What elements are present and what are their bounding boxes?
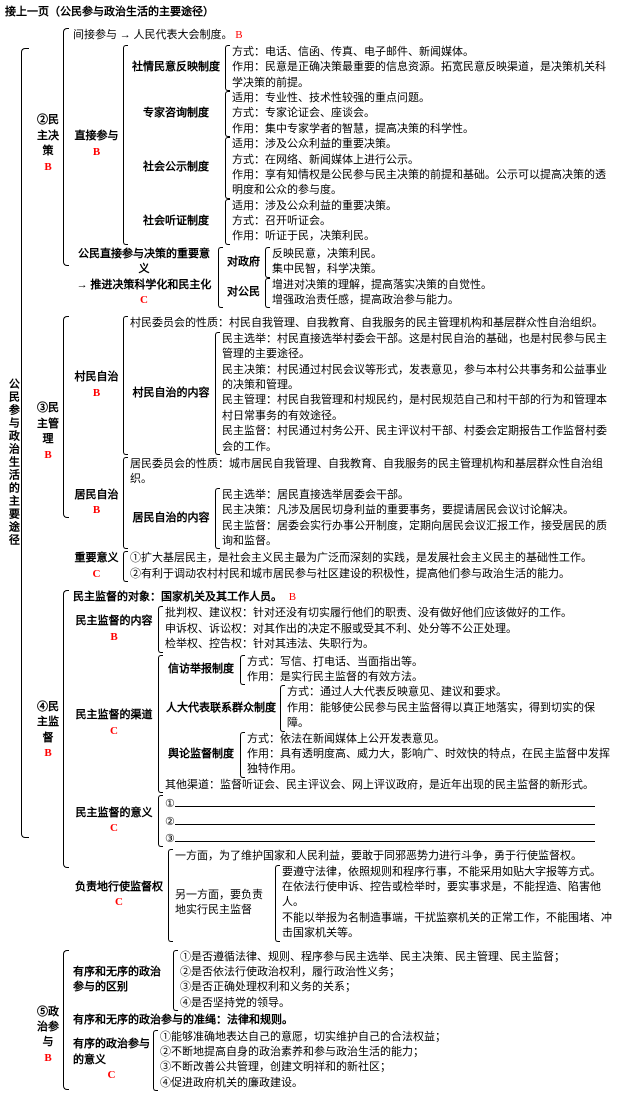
opinion-label: 舆论监督制度 <box>165 732 240 778</box>
npc-label: 人大代表联系群众制度 <box>165 685 280 731</box>
criterion: 有序和无序的政治参与的准绳：法律和规则。 <box>73 1013 613 1028</box>
v-item-3: 民主管理：村民自我管理和村规民约，是村民规范自己和村干部的行为和管理本村日常事务… <box>222 393 613 424</box>
sig-label: 公民直接参与决策的重要意义 → 推进决策科学化和民主化 C <box>73 247 218 309</box>
so-way: 方式：电话、信函、传真、电子邮件、新闻媒体。 <box>232 45 613 60</box>
pub-way: 方式：在网络、新闻媒体上进行公示。 <box>232 153 613 168</box>
resident-nature: 居民委员会的性质：城市居民自我管理、自我教育、自我服务的民主管理机构和基层群众性… <box>130 457 613 488</box>
s3-sig-label: 重要意义 C <box>73 551 123 582</box>
v-item-1: 民主选举：村民直接选举村委会干部。这是村民自治的基础，也是村民参与民主管理的主要… <box>222 332 613 363</box>
s3-sig-1: ①扩大基层民主，是社会主义民主最为广泛而深刻的实践，是发展社会主义民主的基础性工… <box>130 551 613 566</box>
s5-label: ⑤政治参与 B <box>33 1005 63 1067</box>
op-eff: 作用：具有透明度高、威力大，影响广、时效快的特点，在民主监督中发挥独特作用。 <box>247 747 613 778</box>
s4-channels-label: 民主监督的渠道 C <box>73 655 158 794</box>
ex-way: 方式：专家论证会、座谈会。 <box>232 106 613 121</box>
gov-2: 集中民智，科学决策。 <box>272 262 613 277</box>
pub-effect: 作用：享有知情权是公民参与民主决策的前提和基础。公示可以提高决策的透明度和公众的… <box>232 168 613 199</box>
s3-bracket <box>63 316 69 518</box>
to-cit-label: 对公民 <box>225 278 265 309</box>
op-way: 方式：依法在新闻媒体上公开发表意见。 <box>247 732 613 747</box>
cit-2: 增强政治责任感，提高政治参与能力。 <box>272 293 613 308</box>
resp-o-1: 要遵守法律，依照规则和程序行事，不能采用如贴大字报等方式。 <box>282 865 613 880</box>
hr-way: 方式：召开听证会。 <box>232 214 613 229</box>
ord-3: ③是否正确处理权利和义务的关系； <box>180 980 613 995</box>
villager-content-label: 村民自治的内容 <box>130 332 215 455</box>
ord-4: ④是否坚持党的领导。 <box>180 996 613 1011</box>
pet-eff: 作用：是实行民主监督的有效方法。 <box>247 670 613 685</box>
other-channel: 其他渠道：监督听证会、民主评议会、网上评议政府，是近年出现的民主监督的新形式。 <box>165 778 613 793</box>
s5-m-3: ③不断改善公共管理，创建文明祥和的新社区； <box>160 1060 613 1075</box>
resp-o-3: 不能以举报为名制造事端，干扰监察机关的正常工作，不能围堵、冲击国家机关等。 <box>282 911 613 942</box>
villager-nature: 村民委员会的性质：村民自我管理、自我教育、自我服务的民主管理机构和基层群众性自治… <box>130 316 613 331</box>
direct-label: 直接参与 B <box>73 45 123 245</box>
s4-obj: 民主监督的对象：国家机关及其工作人员。 <box>73 590 282 605</box>
gov-1: 反映民意，决策利民。 <box>272 247 613 262</box>
blank-1: ① <box>165 795 613 812</box>
to-gov-label: 对政府 <box>225 247 265 278</box>
s5-bracket <box>63 950 69 1090</box>
pub-apply: 适用：涉及公众利益的重要决策。 <box>232 137 613 152</box>
s4-c-3: 检举权、控告权：针对其违法、失职行为。 <box>165 637 613 652</box>
s4-content-label: 民主监督的内容 B <box>73 606 158 652</box>
npc-way: 方式：通过人大代表反映意见、建议和要求。 <box>287 685 613 700</box>
ex-effect: 作用：集中专家学者的智慧，提高决策的科学性。 <box>232 122 613 137</box>
s5-meaning-label: 有序的政治参与的意义 C <box>73 1030 153 1092</box>
resp-one: 一方面，为了维护国家和人民利益，要敢于同邪恶势力进行斗争，勇于行使监督权。 <box>175 849 613 864</box>
npc-eff: 作用：能够使公民参与民主监督得以真正地落实，得到切实的保障。 <box>287 701 613 732</box>
ord-1: ①是否遵循法律、规则、程序参与民主选举、民主决策、民主管理、民主监督； <box>180 950 613 965</box>
cit-1: 增进对决策的理解，提高落实决策的自觉性。 <box>272 278 613 293</box>
blank-2: ② <box>165 813 613 830</box>
resp-other-label: 另一方面，要负责地实行民主监督 <box>175 865 275 942</box>
villager-label: 村民自治 B <box>73 316 123 455</box>
r-item-1: 民主选举：居民直接选举居委会干部。 <box>222 488 613 503</box>
s4-label: ④民主监督 B <box>33 700 63 762</box>
r-item-3: 民主监督：居委会实行办事公开制度，定期向居民会议汇报工作，接受居民的质询和监督。 <box>222 519 613 550</box>
s2-indirect: 间接参与 → 人民代表大会制度。 B <box>73 28 613 43</box>
page-header: 接上一页（公民参与政治生活的主要途径） <box>5 5 613 20</box>
main-bracket <box>21 48 29 838</box>
v-item-4: 民主监督：村民通过村务公开、民主评议村干部、村委会定期报告工作监督村委会的工作。 <box>222 424 613 455</box>
resident-content-label: 居民自治的内容 <box>130 488 215 550</box>
s3-sig-2: ②有利于调动农村村民和城市居民参与社区建设的积极性，提高他们参与政治生活的能力。 <box>130 567 613 582</box>
s4-bracket <box>63 590 69 868</box>
s4-c-1: 批判权、建议权：针对还没有切实履行他们的职责、没有做好他们应该做好的工作。 <box>165 606 613 621</box>
content-area: ②民主决策 B 间接参与 → 人民代表大会制度。 B 直接参与 B <box>33 28 613 1091</box>
hr-effect: 作用：听证于民，决策利民。 <box>232 229 613 244</box>
publicity-label: 社会公示制度 <box>130 137 225 199</box>
orderly-label: 有序和无序的政治参与的区别 <box>73 950 173 1012</box>
pet-way: 方式：写信、打电话、当面指出等。 <box>247 655 613 670</box>
s3-label: ③民主管理 B <box>33 401 63 463</box>
resp-label: 负责地行使监督权 C <box>73 849 168 941</box>
social-opinion-label: 社情民意反映制度 <box>130 45 225 91</box>
s4-c-2: 申诉权、诉讼权：对其作出的决定不服或受其不利、处分等不公正处理。 <box>165 622 613 637</box>
ord-2: ②是否依法行使政治权利，履行政治性义务； <box>180 965 613 980</box>
s2-bracket <box>63 28 69 266</box>
s4-meaning-label: 民主监督的意义 C <box>73 795 158 847</box>
petition-label: 信访举报制度 <box>165 655 240 686</box>
so-effect: 作用：民意是正确决策最重要的信息资源。拓宽民意反映渠道，是决策机关科学决策的前提… <box>232 60 613 91</box>
r-item-2: 民主决策：凡涉及居民切身利益的重要事务，要提请居民会议讨论解决。 <box>222 503 613 518</box>
v-item-2: 民主决策：村民通过村民会议等形式，发表意见，参与本村公共事务和公益事业的决策和管… <box>222 363 613 394</box>
s5-m-1: ①能够准确地表达自己的意愿，切实维护自己的合法权益； <box>160 1030 613 1045</box>
tree-diagram: 公民参与政治生活的主要途径 ②民主决策 B 间接参与 → 人民代表大会制度。 B <box>5 28 613 1091</box>
ex-apply: 适用：专业性、技术性较强的重点问题。 <box>232 91 613 106</box>
resident-label: 居民自治 B <box>73 457 123 549</box>
s5-m-4: ④促进政府机关的廉政建设。 <box>160 1076 613 1091</box>
hearing-label: 社会听证制度 <box>130 199 225 245</box>
expert-label: 专家咨询制度 <box>130 91 225 137</box>
s5-m-2: ②不断地提高自身的政治素养和参与政治生活的能力； <box>160 1045 613 1060</box>
root-label: 公民参与政治生活的主要途径 <box>5 378 20 547</box>
resp-o-2: 在依法行使申诉、控告或检举时，要实事求是，不能捏造、陷害他人。 <box>282 880 613 911</box>
s2-label: ②民主决策 B <box>33 113 63 175</box>
blank-3: ③ <box>165 830 613 847</box>
hr-apply: 适用：涉及公众利益的重要决策。 <box>232 199 613 214</box>
